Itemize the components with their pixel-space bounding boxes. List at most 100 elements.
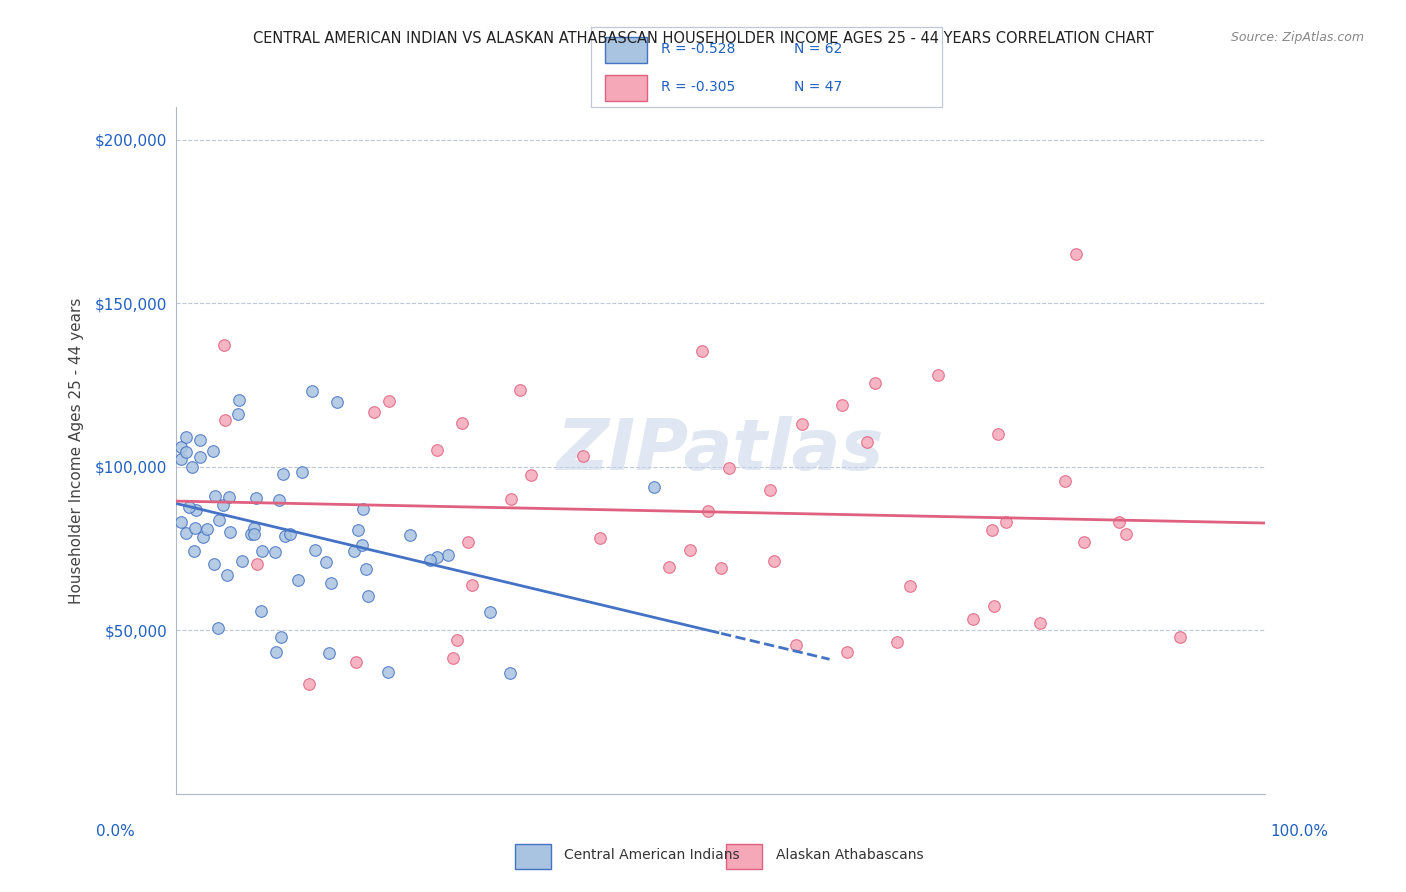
Point [195,522,218,536]
Point [790,417,813,431]
Point [994,515,1017,529]
Point [643,480,665,494]
Point [863,376,886,390]
Point [1053,475,1076,489]
Point [352,501,374,516]
Point [219,524,242,539]
Point [184,521,207,535]
Point [1108,515,1130,529]
Point [212,499,235,513]
Point [399,528,422,542]
FancyBboxPatch shape [515,844,551,869]
Point [451,416,474,430]
Point [321,575,343,590]
Point [758,483,780,497]
Point [347,523,370,537]
Point [377,665,399,679]
Text: 0.0%: 0.0% [96,824,135,838]
Point [264,545,287,559]
Point [1115,526,1137,541]
Text: R = -0.305: R = -0.305 [661,80,735,94]
Point [184,502,207,516]
Point [520,467,543,482]
Point [927,368,949,382]
Point [174,526,197,541]
Point [218,490,240,504]
Point [1168,630,1191,644]
Point [177,500,200,514]
Point [499,666,522,681]
Point [710,561,733,575]
Point [183,543,205,558]
Point [509,383,531,397]
Point [214,413,236,427]
Point [763,554,786,568]
Point [898,579,921,593]
FancyBboxPatch shape [605,37,647,62]
Text: CENTRAL AMERICAN INDIAN VS ALASKAN ATHABASCAN HOUSEHOLDER INCOME AGES 25 - 44 YE: CENTRAL AMERICAN INDIAN VS ALASKAN ATHAB… [253,31,1153,46]
Point [226,407,249,421]
Point [589,531,612,545]
Point [250,604,273,618]
Point [202,444,225,458]
Point [298,677,321,691]
Point [325,395,347,409]
Point [835,645,858,659]
Point [304,542,326,557]
Point [357,589,380,603]
Point [1064,247,1087,261]
Point [501,492,523,507]
Text: 100.0%: 100.0% [1271,824,1329,838]
Text: Alaskan Athabascans: Alaskan Athabascans [776,847,924,862]
Point [437,548,460,562]
Point [460,578,482,592]
Point [679,543,702,558]
Point [856,435,879,450]
Point [287,573,309,587]
Point [785,638,807,652]
Point [886,635,908,649]
Point [352,538,374,552]
Point [457,534,479,549]
Point [718,461,741,475]
FancyBboxPatch shape [605,75,647,101]
Point [188,433,211,447]
Point [170,452,193,467]
Point [228,392,250,407]
Point [291,465,314,479]
Point [215,567,238,582]
Point [441,650,464,665]
Point [271,467,294,482]
Point [315,554,337,568]
Point [344,656,367,670]
Point [170,516,193,530]
Text: Central American Indians: Central American Indians [564,847,740,862]
Point [446,632,468,647]
Point [696,504,718,518]
Point [658,560,681,574]
Point [174,430,197,444]
Text: ZIPatlas: ZIPatlas [557,416,884,485]
Point [962,612,984,626]
Point [245,491,267,505]
Point [426,442,449,457]
Point [212,338,235,352]
Point [243,521,266,535]
Point [239,526,262,541]
Point [250,544,273,558]
Point [356,562,378,576]
Point [176,445,198,459]
Point [243,526,266,541]
Text: Source: ZipAtlas.com: Source: ZipAtlas.com [1230,31,1364,45]
Point [363,405,385,419]
FancyBboxPatch shape [725,844,762,869]
Point [193,530,215,544]
Point [571,449,593,463]
Text: R = -0.528: R = -0.528 [661,42,735,56]
Point [231,554,253,568]
Point [983,599,1005,613]
Point [1029,615,1052,630]
Point [274,529,297,543]
Point [425,550,447,565]
Point [181,460,204,475]
